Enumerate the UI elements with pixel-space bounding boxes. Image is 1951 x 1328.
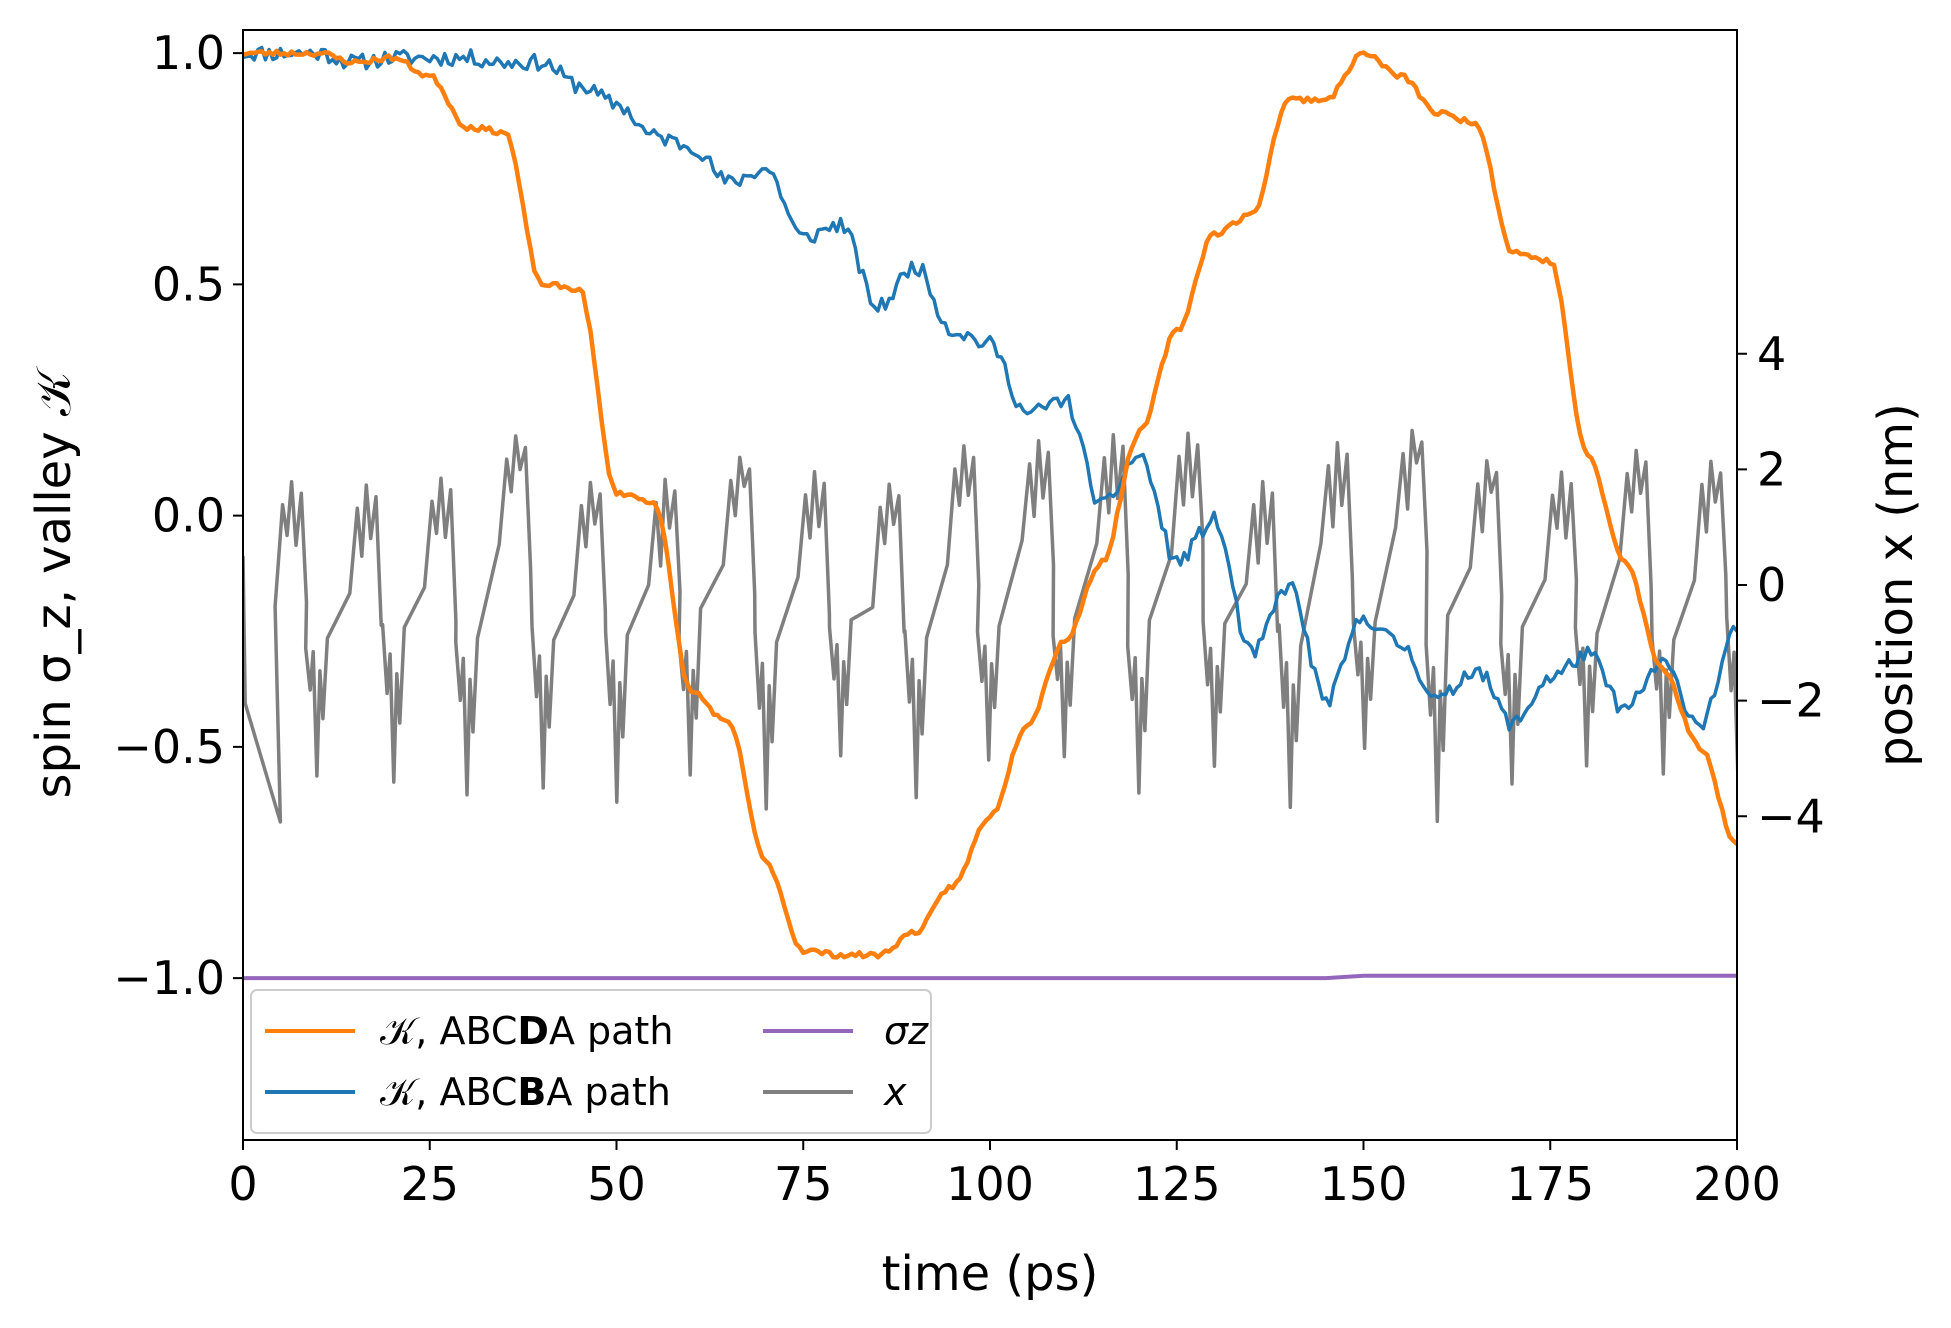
legend-label-sigma-z: σz — [884, 1009, 929, 1053]
series-line-abcda — [243, 48, 1737, 960]
ticks-layer: 0 25 50 75 100 125 150 175 200 1.0 0.5 0.0 −0.5 −1.0 4… — [113, 26, 1825, 1211]
y-tick-label: 1.0 — [152, 26, 225, 80]
x-tick-label: 0 — [228, 1157, 257, 1211]
x-tick-label: 50 — [587, 1157, 646, 1211]
x-tick-label: 200 — [1693, 1157, 1781, 1211]
y2-tick-label: 2 — [1757, 442, 1786, 496]
y2-tick-label: −4 — [1757, 789, 1825, 843]
series-line-sigma-z — [243, 973, 1737, 981]
series-layer — [243, 45, 1737, 981]
y-tick-label: −1.0 — [113, 951, 225, 1005]
legend-label-abcda: 𝒦, ABCDA path — [380, 1009, 673, 1053]
legend-box — [250, 989, 932, 1134]
x-axis-title: time (ps) — [882, 1246, 1099, 1302]
y2-tick-label: 4 — [1757, 327, 1786, 381]
y-tick-label: 0.5 — [152, 257, 225, 311]
legend-label-x: x — [883, 1070, 907, 1114]
x-tick-label: 75 — [774, 1157, 833, 1211]
y-tick-label: 0.0 — [152, 489, 225, 543]
x-tick-label: 175 — [1506, 1157, 1594, 1211]
legend: 𝒦, ABCDA path 𝒦, ABCBA path σz x — [250, 989, 932, 1134]
y2-axis-title: position x (nm) — [1868, 403, 1924, 767]
legend-label-abcba: 𝒦, ABCBA path — [380, 1070, 671, 1114]
x-tick-label: 100 — [946, 1157, 1034, 1211]
y-axis-title: spin σ_z, valley 𝒦 — [26, 365, 82, 798]
series-line-abcba — [243, 45, 1737, 732]
y2-tick-label: 0 — [1757, 558, 1786, 612]
x-tick-label: 25 — [400, 1157, 459, 1211]
x-tick-label: 150 — [1320, 1157, 1408, 1211]
x-tick-label: 125 — [1133, 1157, 1221, 1211]
series-line-x — [243, 428, 1737, 824]
y2-tick-label: −2 — [1757, 674, 1825, 728]
y-tick-label: −0.5 — [113, 720, 225, 774]
